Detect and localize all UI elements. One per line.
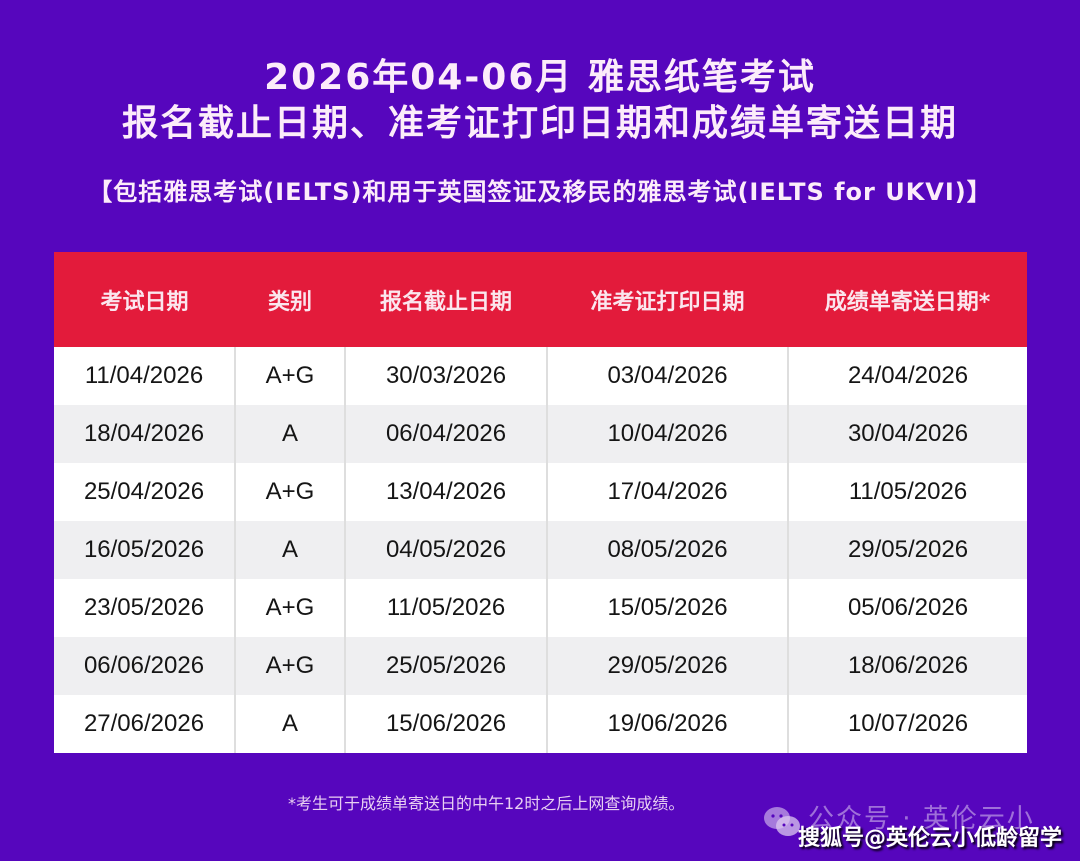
table-cell: A+G <box>235 637 346 695</box>
page-title: 2026年04-06月 雅思纸笔考试 <box>264 57 816 98</box>
table-cell: 25/05/2026 <box>345 637 548 695</box>
table-cell: 13/04/2026 <box>345 463 548 521</box>
table-row: 06/06/2026 A+G 25/05/2026 29/05/2026 18/06/2… <box>54 637 1027 695</box>
table-cell: 04/05/2026 <box>345 521 548 579</box>
table-cell: 10/04/2026 <box>547 405 789 463</box>
table-cell: 29/05/2026 <box>547 637 789 695</box>
table-cell: 23/05/2026 <box>54 579 236 637</box>
column-header: 准考证打印日期 <box>547 252 788 347</box>
table-cell: 29/05/2026 <box>788 521 1027 579</box>
table-cell: A+G <box>235 347 346 405</box>
table-row: 18/04/2026 A 06/04/2026 10/04/2026 30/04/202… <box>54 405 1027 463</box>
table-cell: 05/06/2026 <box>788 579 1027 637</box>
table-cell: A <box>235 521 346 579</box>
table-cell: 24/04/2026 <box>788 347 1027 405</box>
table-cell: 06/04/2026 <box>345 405 548 463</box>
table-cell: 15/05/2026 <box>547 579 789 637</box>
table-header-row: 考试日期 类别 报名截止日期 准考证打印日期 成绩单寄送日期* <box>54 252 1027 347</box>
table-cell: 18/06/2026 <box>788 637 1027 695</box>
column-header: 考试日期 <box>54 252 235 347</box>
table-cell: 10/07/2026 <box>788 695 1027 753</box>
table-cell: 25/04/2026 <box>54 463 236 521</box>
table-row: 25/04/2026 A+G 13/04/2026 17/04/2026 11/05/2… <box>54 463 1027 521</box>
table-cell: 03/04/2026 <box>547 347 789 405</box>
table-cell: 30/04/2026 <box>788 405 1027 463</box>
table-cell: 06/06/2026 <box>54 637 236 695</box>
footnote: *考生可于成绩单寄送日的中午12时之后上网查询成绩。 <box>288 794 685 813</box>
column-header: 成绩单寄送日期* <box>788 252 1027 347</box>
table-cell: 16/05/2026 <box>54 521 236 579</box>
wechat-icon <box>764 807 800 836</box>
column-header: 类别 <box>235 252 345 347</box>
table-cell: A+G <box>235 579 346 637</box>
table-cell: 08/05/2026 <box>547 521 789 579</box>
column-header: 报名截止日期 <box>345 252 547 347</box>
table-cell: 11/04/2026 <box>54 347 236 405</box>
table-cell: 27/06/2026 <box>54 695 236 753</box>
table-cell: 30/03/2026 <box>345 347 548 405</box>
table-cell: 17/04/2026 <box>547 463 789 521</box>
table-cell: 19/06/2026 <box>547 695 789 753</box>
table-cell: 11/05/2026 <box>788 463 1027 521</box>
table-cell: 18/04/2026 <box>54 405 236 463</box>
table-cell: A <box>235 405 346 463</box>
table-cell: A+G <box>235 463 346 521</box>
table-row: 23/05/2026 A+G 11/05/2026 15/05/2026 05/06/2… <box>54 579 1027 637</box>
table-cell: 11/05/2026 <box>345 579 548 637</box>
table-cell: 15/06/2026 <box>345 695 548 753</box>
exam-schedule-table: 考试日期 类别 报名截止日期 准考证打印日期 成绩单寄送日期* 11/04/2026 A+… <box>54 252 1027 753</box>
table-row: 16/05/2026 A 04/05/2026 08/05/2026 29/05/202… <box>54 521 1027 579</box>
table-row: 11/04/2026 A+G 30/03/2026 03/04/2026 24/04/2… <box>54 347 1027 405</box>
table-cell: A <box>235 695 346 753</box>
scope-note: 【包括雅思考试(IELTS)和用于英国签证及移民的雅思考试(IELTS for … <box>88 178 992 206</box>
sohu-watermark: 搜狐号@英伦云小低龄留学 <box>798 826 1063 851</box>
wechat-watermark: 公众号 · 英伦云小 <box>808 804 1035 834</box>
table-row: 27/06/2026 A 15/06/2026 19/06/2026 10/07/202… <box>54 695 1027 753</box>
page-subtitle: 报名截止日期、准考证打印日期和成绩单寄送日期 <box>121 103 958 144</box>
